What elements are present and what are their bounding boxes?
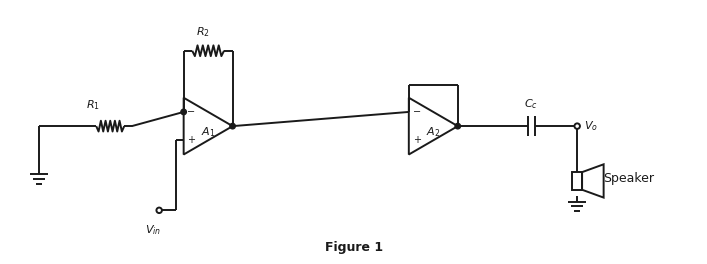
Text: $V_o$: $V_o$ xyxy=(584,119,598,133)
Text: $A_1$: $A_1$ xyxy=(201,125,216,139)
Text: $C_c$: $C_c$ xyxy=(524,98,538,111)
Circle shape xyxy=(455,123,460,129)
Text: +: + xyxy=(187,135,195,145)
Circle shape xyxy=(230,123,235,129)
Text: $A_2$: $A_2$ xyxy=(426,125,440,139)
Circle shape xyxy=(156,208,162,213)
Text: +: + xyxy=(413,135,421,145)
Text: $V_{in}$: $V_{in}$ xyxy=(145,223,161,237)
Text: $R_2$: $R_2$ xyxy=(197,25,210,39)
Text: Speaker: Speaker xyxy=(602,172,654,186)
Circle shape xyxy=(575,123,580,129)
Circle shape xyxy=(181,109,187,115)
Text: −: − xyxy=(413,107,421,117)
Text: Figure 1: Figure 1 xyxy=(325,241,383,254)
Text: $R_1$: $R_1$ xyxy=(86,99,100,112)
Text: −: − xyxy=(187,107,196,117)
Bar xyxy=(572,172,582,190)
